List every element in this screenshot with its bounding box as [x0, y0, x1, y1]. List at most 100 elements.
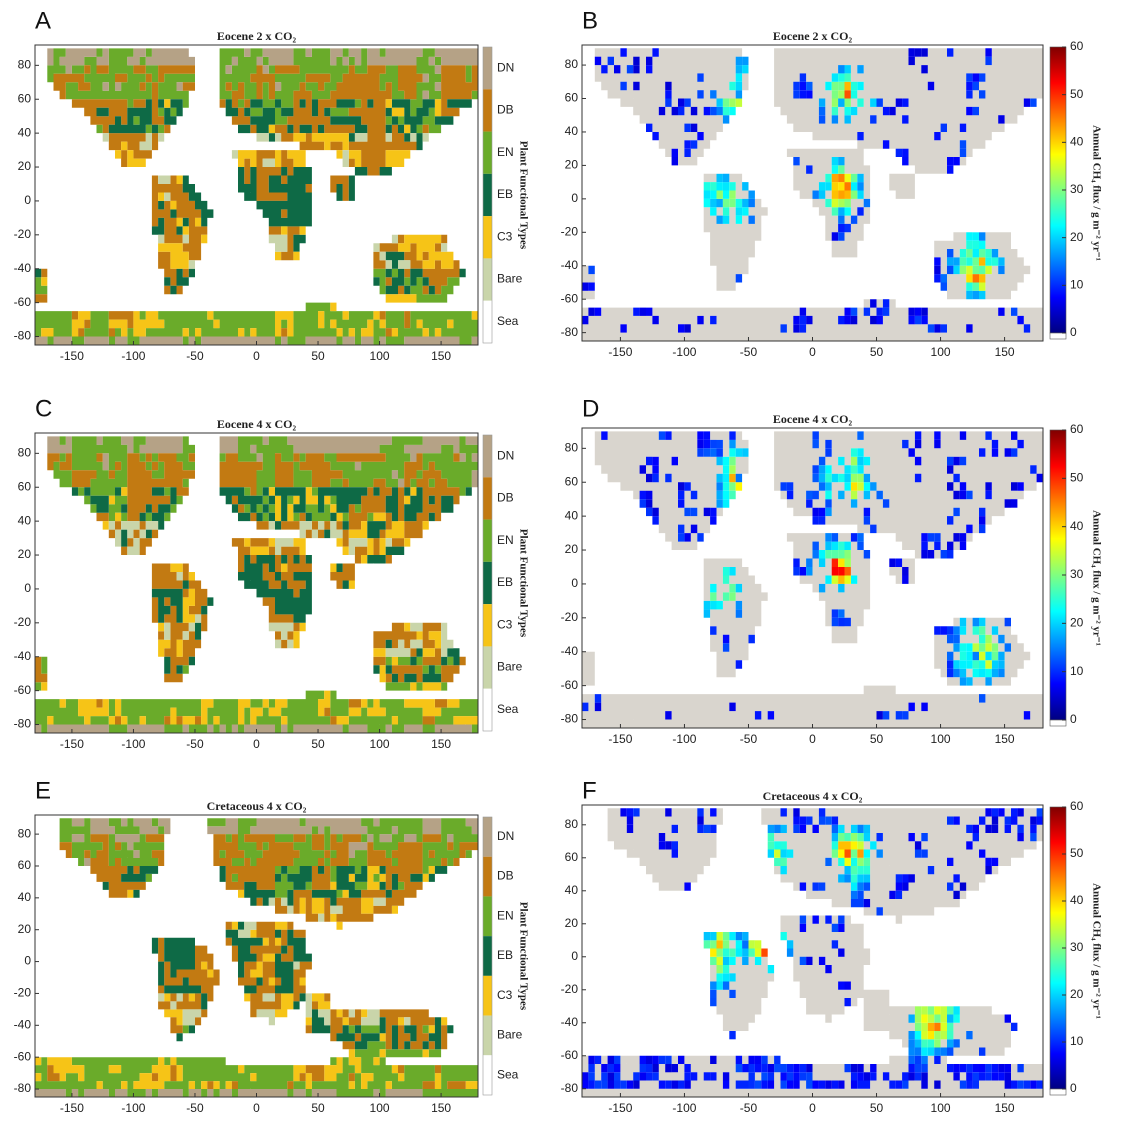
- map-cells: [857, 473, 864, 483]
- map-cells: [108, 521, 454, 657]
- x-tick-label: 150: [431, 737, 451, 751]
- map-cells: [761, 1072, 768, 1081]
- colorbar-tick-label: 0: [1070, 1081, 1077, 1095]
- y-tick-label: 40: [18, 513, 32, 527]
- map-cells: [966, 1064, 973, 1073]
- colorbar-tick-label: 60: [1070, 39, 1084, 53]
- map-cells: [940, 274, 947, 283]
- map-cells: [678, 482, 685, 491]
- map-cells: [921, 1006, 928, 1015]
- map-cells: [818, 482, 826, 491]
- map-cells: [838, 65, 845, 74]
- map-cells: [780, 324, 787, 333]
- map-cells: [934, 1039, 941, 1048]
- map-cells: [735, 482, 743, 491]
- map-cells: [850, 448, 858, 457]
- map-cells: [716, 981, 723, 990]
- map-cells: [985, 56, 992, 66]
- map-cells: [729, 190, 736, 199]
- colorbar-tick-label: 20: [1070, 230, 1084, 244]
- map-cells: [703, 182, 711, 191]
- x-tick-label: -150: [60, 349, 84, 363]
- map-cells: [947, 48, 954, 57]
- y-tick-label: 20: [18, 159, 32, 173]
- legend-swatch: [483, 258, 492, 301]
- map-cells: [812, 190, 819, 199]
- map-cells: [966, 643, 973, 652]
- legend-swatch: [483, 131, 492, 174]
- map-cells: [908, 1039, 960, 1064]
- map-cells: [831, 824, 839, 833]
- colorbar-tick-label: 0: [1070, 325, 1077, 339]
- map-cells: [940, 1006, 947, 1015]
- map-cells: [927, 1014, 935, 1023]
- y-tick-label: 0: [571, 191, 578, 205]
- map-cells: [825, 507, 832, 517]
- chart-title: Eocene 4 x CO₂: [773, 412, 853, 426]
- x-tick-label: 150: [431, 349, 451, 363]
- map-cells: [870, 482, 877, 491]
- map-cells: [882, 140, 909, 166]
- map-cells: [703, 600, 711, 610]
- map-cells: [729, 106, 736, 116]
- chart-title: Cretaceous 4 x CO₂: [207, 799, 307, 813]
- map-cells: [582, 315, 589, 325]
- y-tick-label: -60: [14, 295, 32, 309]
- legend-label: Bare: [497, 272, 523, 286]
- map-cells: [991, 824, 999, 833]
- map-cells: [812, 516, 819, 525]
- map-cells: [844, 874, 851, 883]
- map-cells: [588, 307, 595, 316]
- map-cells: [921, 1072, 928, 1081]
- map-cells: [626, 65, 634, 74]
- map-cells: [838, 575, 845, 584]
- map-cells: [838, 173, 845, 183]
- map-cells: [767, 841, 775, 850]
- map-cells: [934, 1080, 941, 1089]
- map-cells: [780, 824, 787, 833]
- map-cells: [870, 841, 877, 850]
- map-cells: [35, 818, 478, 1097]
- map-cells: [857, 81, 864, 91]
- map-cells: [850, 499, 858, 508]
- x-tick-label: -50: [740, 732, 758, 746]
- legend-label: C3: [497, 229, 513, 243]
- map-cells: [735, 207, 743, 216]
- map-cells: [863, 882, 871, 891]
- map-cells: [780, 841, 787, 850]
- map-cells: [806, 490, 813, 500]
- map-cells: [953, 626, 960, 635]
- map-cells: [671, 456, 678, 466]
- map-cells: [799, 315, 807, 325]
- map-cells: [850, 866, 858, 875]
- map-cells: [831, 190, 839, 199]
- colorbar-tick-label: 0: [1070, 712, 1077, 726]
- map-cells: [735, 473, 743, 483]
- map-cells: [825, 173, 832, 183]
- y-tick-label: 80: [565, 57, 579, 71]
- map-cells: [844, 198, 851, 208]
- map-cells: [947, 1039, 954, 1048]
- map-cells: [972, 833, 979, 842]
- map-cells: [786, 490, 813, 508]
- y-tick-label: 0: [571, 949, 578, 963]
- map-cells: [767, 965, 775, 974]
- map-cells: [857, 448, 864, 457]
- legend-title: Plant Functional Types: [517, 529, 529, 638]
- map-cells: [972, 257, 979, 266]
- map-cells: [825, 1080, 832, 1089]
- map-cells: [729, 456, 736, 466]
- map-cells: [825, 550, 832, 559]
- map-cells: [742, 182, 749, 191]
- map-cells: [722, 567, 730, 576]
- map-cells: [729, 940, 743, 965]
- map-cells: [710, 956, 717, 965]
- colorbar-tick-label: 30: [1070, 940, 1084, 954]
- legend-swatch: [483, 1015, 492, 1056]
- y-tick-label: 20: [18, 922, 32, 936]
- colorbar-tick-label: 20: [1070, 616, 1084, 630]
- map-cells: [927, 1039, 935, 1048]
- map-cells: [774, 849, 781, 858]
- map-cells: [979, 274, 986, 283]
